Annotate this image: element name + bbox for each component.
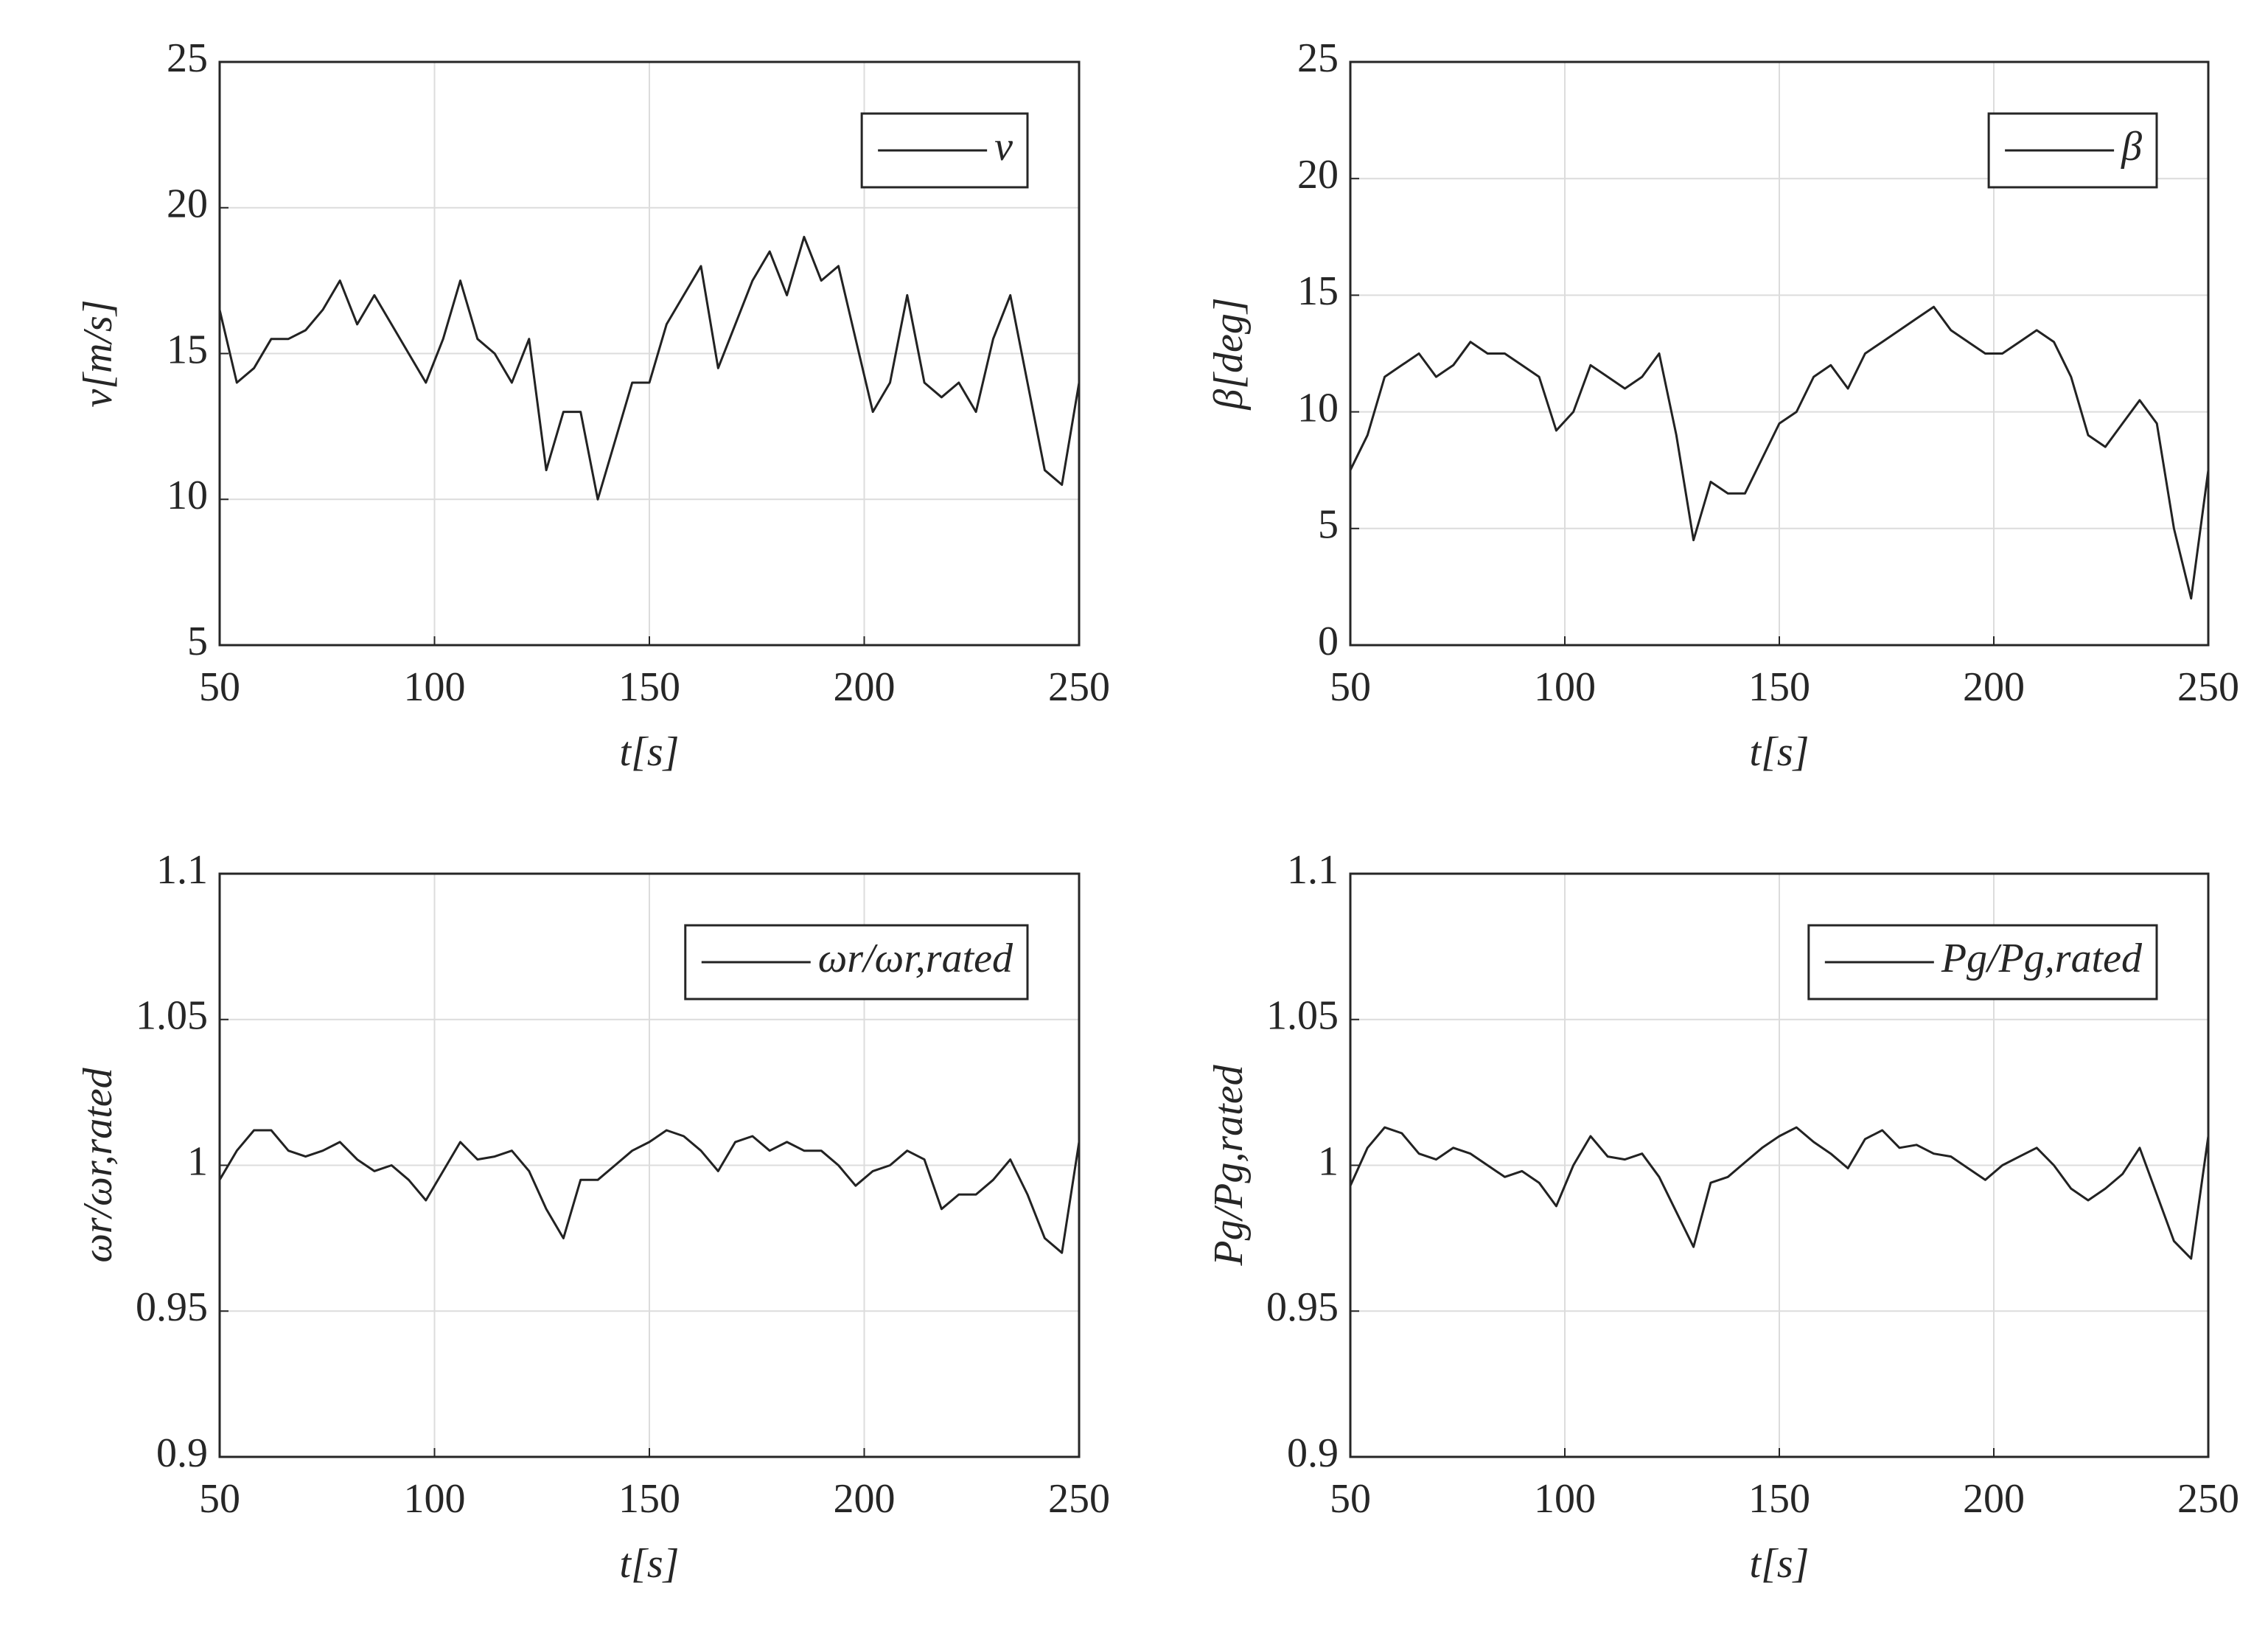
legend-label: Pg/Pg,rated: [1941, 936, 2143, 981]
x-tick-label: 100: [404, 1476, 466, 1522]
y-axis-label: ωr/ωr,rated: [75, 1067, 121, 1262]
y-tick-label: 25: [1297, 35, 1339, 81]
x-axis-label: t[s]: [1750, 729, 1810, 775]
legend-label: v: [994, 124, 1013, 170]
x-tick-label: 50: [199, 664, 240, 710]
x-axis-label: t[s]: [620, 1541, 680, 1587]
legend-label: β: [2121, 124, 2142, 170]
y-tick-label: 1: [187, 1138, 208, 1184]
data-line: [1349, 305, 2210, 600]
data-line: [218, 1129, 1081, 1254]
axes-frame: [1349, 872, 2210, 1458]
x-tick-label: 200: [1963, 1476, 2025, 1522]
y-tick-label: 5: [187, 619, 208, 664]
x-tick-label: 200: [834, 1476, 896, 1522]
data-line: [218, 235, 1081, 501]
x-tick-label: 50: [1330, 1476, 1371, 1522]
y-tick-label: 20: [167, 181, 208, 227]
axes-frame: [218, 872, 1081, 1458]
y-axis-label: v[m/s]: [75, 299, 121, 407]
y-tick-label: 10: [167, 473, 208, 518]
x-tick-label: 200: [1963, 664, 2025, 710]
y-tick-label: 1.1: [1287, 847, 1339, 893]
x-tick-label: 50: [1330, 664, 1371, 710]
y-tick-label: 10: [1297, 385, 1339, 431]
y-tick-label: 15: [1297, 268, 1339, 314]
y-tick-label: 0: [1318, 619, 1339, 664]
y-axis-label: Pg/Pg,rated: [1206, 1064, 1252, 1266]
legend-label: ωr/ωr,rated: [818, 936, 1013, 981]
y-tick-label: 20: [1297, 152, 1339, 198]
x-tick-label: 200: [834, 664, 896, 710]
axes-frame: [218, 60, 1081, 647]
y-axis-label: β[deg]: [1206, 297, 1252, 410]
x-tick-label: 150: [618, 664, 680, 710]
axes-frame: [1349, 60, 2210, 647]
y-tick-label: 0.9: [156, 1430, 208, 1476]
y-tick-label: 1: [1318, 1138, 1339, 1184]
x-tick-label: 250: [2177, 664, 2239, 710]
x-tick-label: 150: [1748, 664, 1810, 710]
y-tick-label: 15: [167, 327, 208, 372]
x-tick-label: 100: [1534, 1476, 1596, 1522]
y-tick-label: 0.9: [1287, 1430, 1339, 1476]
x-tick-label: 150: [1748, 1476, 1810, 1522]
y-tick-label: 0.95: [1266, 1284, 1339, 1330]
x-axis-label: t[s]: [620, 729, 680, 775]
y-tick-label: 1.05: [136, 993, 208, 1039]
x-tick-label: 50: [199, 1476, 240, 1522]
x-tick-label: 250: [2177, 1476, 2239, 1522]
y-tick-label: 25: [167, 35, 208, 81]
data-line: [1349, 1126, 2210, 1260]
y-tick-label: 0.95: [136, 1284, 208, 1330]
x-tick-label: 250: [1048, 664, 1110, 710]
x-tick-label: 100: [404, 664, 466, 710]
x-tick-label: 150: [618, 1476, 680, 1522]
x-axis-label: t[s]: [1750, 1541, 1810, 1587]
x-tick-label: 100: [1534, 664, 1596, 710]
y-tick-label: 1.05: [1266, 993, 1339, 1039]
y-tick-label: 5: [1318, 502, 1339, 548]
y-tick-label: 1.1: [156, 847, 208, 893]
x-tick-label: 250: [1048, 1476, 1110, 1522]
